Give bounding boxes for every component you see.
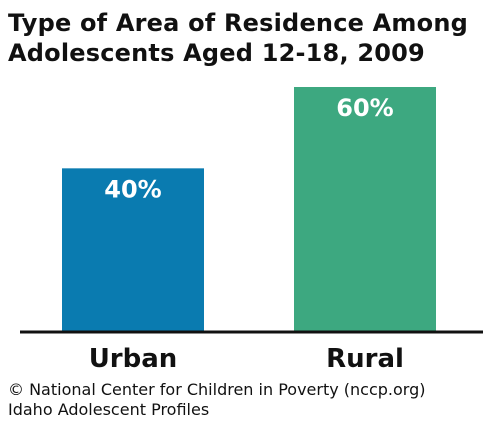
copyright-text: © National Center for Children in Povert…: [8, 380, 426, 399]
bar-urban: [62, 168, 204, 331]
chart-footer: © National Center for Children in Povert…: [8, 380, 425, 420]
chart-title-line-2: Adolescents Aged 12-18, 2009: [8, 39, 425, 67]
bar-rural: [294, 87, 436, 331]
category-label-rural: Rural: [326, 344, 404, 374]
source-text: Idaho Adolescent Profiles: [8, 400, 210, 419]
chart-title-line-1: Type of Area of Residence Among: [8, 9, 468, 37]
chart-title: Type of Area of Residence Among Adolesce…: [8, 8, 492, 68]
category-label-urban: Urban: [89, 344, 178, 374]
data-label-urban: 40%: [104, 175, 161, 203]
data-label-rural: 60%: [336, 94, 393, 122]
